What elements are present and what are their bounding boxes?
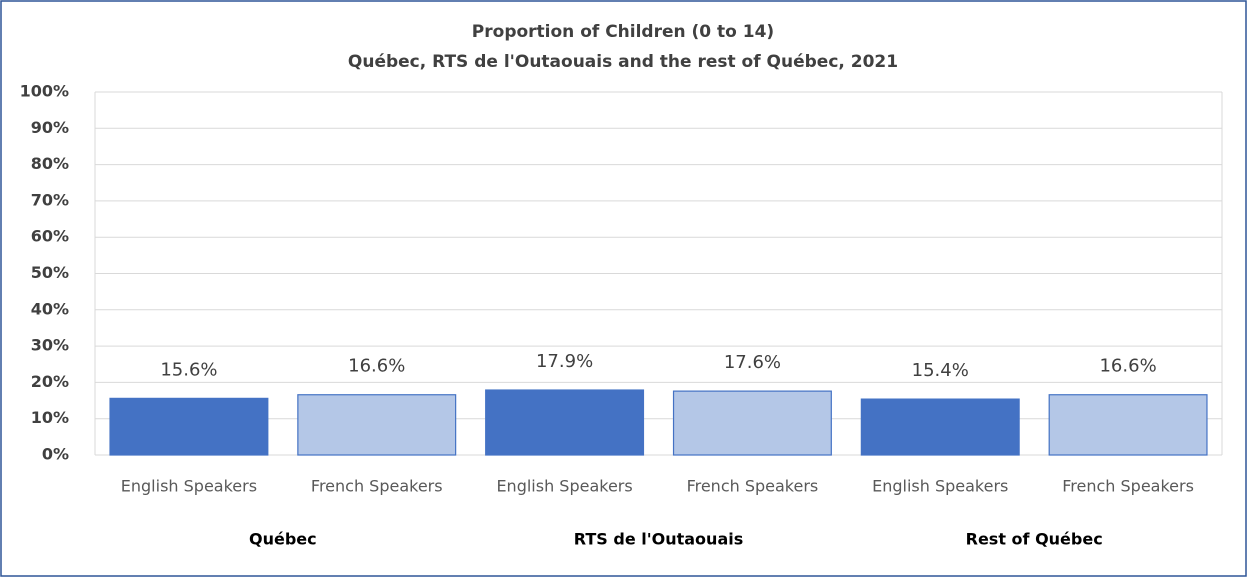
y-tick-label: 60% [31, 227, 69, 246]
y-tick-label: 50% [31, 263, 69, 282]
y-tick-label: 10% [31, 408, 69, 427]
data-label: 17.9% [536, 351, 593, 372]
data-label: 16.6% [348, 356, 405, 377]
y-tick-label: 100% [20, 82, 69, 101]
group-label: Rest of Québec [966, 530, 1103, 549]
data-label: 17.6% [724, 352, 781, 373]
chart-subtitle: Québec, RTS de l'Outaouais and the rest … [348, 52, 898, 72]
x-tick-label: English Speakers [121, 477, 257, 496]
x-tick-label: French Speakers [687, 477, 819, 496]
x-tick-label: English Speakers [872, 477, 1008, 496]
bar [672, 390, 832, 456]
y-tick-label: 40% [31, 299, 69, 318]
y-tick-label: 0% [42, 445, 69, 464]
group-label: RTS de l'Outaouais [574, 530, 744, 549]
data-label: 15.6% [160, 359, 217, 380]
y-tick-label: 90% [31, 118, 69, 137]
chart-title: Proportion of Children (0 to 14) [472, 22, 774, 42]
bar [109, 397, 269, 456]
bar [297, 394, 457, 456]
x-tick-label: French Speakers [1062, 477, 1194, 496]
x-tick-label: French Speakers [311, 477, 443, 496]
y-tick-label: 30% [31, 336, 69, 355]
bar [485, 389, 645, 456]
data-label: 16.6% [1099, 356, 1156, 377]
data-label: 15.4% [912, 360, 969, 381]
y-tick-label: 70% [31, 190, 69, 209]
bar [860, 398, 1020, 456]
group-label: Québec [249, 530, 317, 549]
y-tick-label: 80% [31, 154, 69, 173]
bar [1048, 394, 1208, 456]
x-tick-label: English Speakers [496, 477, 632, 496]
y-tick-label: 20% [31, 372, 69, 391]
